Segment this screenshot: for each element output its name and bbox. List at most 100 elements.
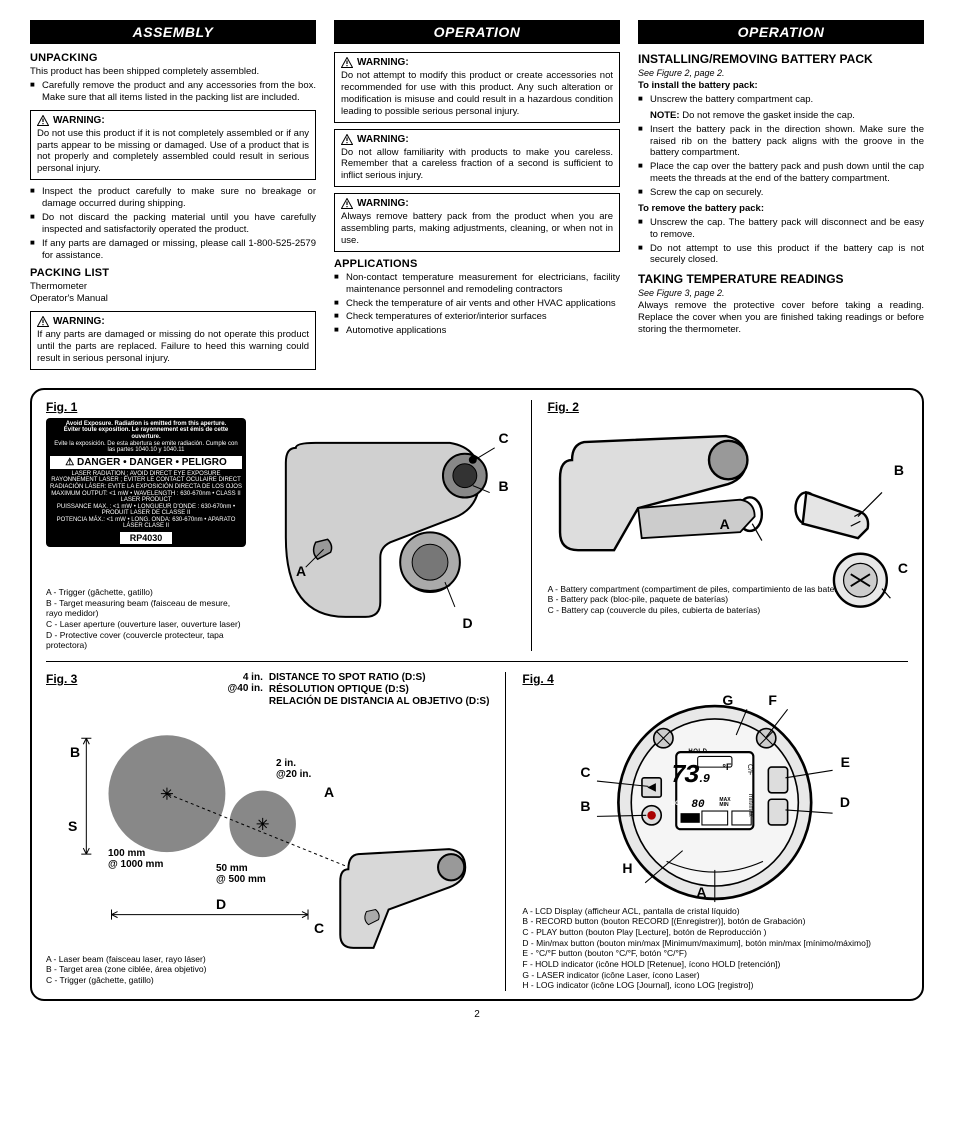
warning-text: Do not use this product if it is not com… — [37, 128, 309, 176]
fig3-label: Fig. 3 — [46, 672, 77, 686]
applications-list: Non-contact temperature measurement for … — [334, 272, 620, 337]
danger-line: Evite la exposición. De esta abertura se… — [50, 441, 242, 454]
btn-cf: C/F — [746, 764, 753, 775]
fig3-diagram — [46, 708, 489, 960]
callout-a: A — [296, 563, 306, 579]
post-warning-list: Inspect the product carefully to make su… — [30, 186, 316, 261]
callout-d: D — [840, 794, 850, 810]
list-item: Insert the battery pack in the direction… — [638, 124, 924, 160]
callout-c: C — [580, 764, 590, 780]
top-columns: ASSEMBLY UNPACKING This product has been… — [30, 20, 924, 376]
warning-icon — [37, 115, 49, 126]
packing-item: Operator's Manual — [30, 293, 316, 305]
warning-label: WARNING: — [357, 198, 409, 209]
list-item: Automotive applications — [334, 325, 620, 337]
col-operation-1: OPERATION WARNING: Do not attempt to mod… — [334, 20, 620, 376]
fig1-label: Fig. 1 — [46, 400, 515, 414]
legend-line: C - Trigger (gâchette, gatillo) — [46, 975, 489, 986]
danger-line: Éviter toute exposition. Le rayonnement … — [50, 427, 242, 440]
taking-heading: TAKING TEMPERATURE READINGS — [638, 272, 924, 286]
fig4-label: Fig. 4 — [522, 672, 908, 686]
legend-line: G - LASER indicator (icône Laser, ícono … — [522, 970, 908, 981]
warning-label: WARNING: — [53, 115, 105, 126]
install-heading: INSTALLING/REMOVING BATTERY PACK — [638, 52, 924, 66]
warning-label: WARNING: — [53, 316, 105, 327]
warning-text: Always remove battery pack from the prod… — [341, 211, 613, 247]
list-item: Do not discard the packing material unti… — [30, 212, 316, 236]
fig-divider — [531, 400, 532, 651]
operation-header-2: OPERATION — [638, 20, 924, 44]
legend-line: B - Target area (zone ciblée, área objet… — [46, 964, 489, 975]
warning-icon — [37, 316, 49, 327]
list-item: Unscrew the battery compartment cap. — [638, 94, 924, 106]
fig1-legend: A - Trigger (gâchette, gatillo) B - Targ… — [46, 587, 246, 651]
ratio-line: RÉSOLUTION OPTIQUE (D:S) — [269, 684, 490, 696]
legend-line: D - Protective cover (couvercle protecte… — [46, 630, 246, 651]
callout-e: E — [841, 754, 850, 770]
legend-line: D - Min/max button (bouton min/max [Mini… — [522, 938, 908, 949]
warning-text: Do not allow familiarity with products t… — [341, 147, 613, 183]
legend-line: C - PLAY button (bouton Play [Lecture], … — [522, 927, 908, 938]
list-item: Check the temperature of air vents and o… — [334, 298, 620, 310]
list-item: Place the cap over the battery pack and … — [638, 161, 924, 185]
danger-body: MAXIMUM OUTPUT: <1 mW • WAVELENGTH : 630… — [50, 491, 242, 504]
install-note: NOTE: Do not remove the gasket inside th… — [650, 110, 924, 122]
packing-list-heading: PACKING LIST — [30, 267, 316, 279]
unpacking-item: Carefully remove the product and any acc… — [30, 80, 316, 104]
warning-box-2: WARNING: If any parts are damaged or mis… — [30, 311, 316, 370]
callout-g: G — [722, 692, 733, 708]
lcd-hold: HOLD — [688, 749, 707, 755]
packing-item: Thermometer — [30, 281, 316, 293]
danger-body: PUISSANCE MAX. : <1 mW • LONGUEUR D'ONDE… — [50, 504, 242, 517]
callout-c: C — [314, 920, 324, 936]
warning-label: WARNING: — [357, 134, 409, 145]
model-badge: RP4030 — [120, 532, 173, 544]
lcd-temp-int: 73 — [670, 760, 697, 790]
note-label: NOTE: — [650, 110, 680, 121]
assembly-header: ASSEMBLY — [30, 20, 316, 44]
fig1-cell: Fig. 1 Avoid Exposure. Radiation is emit… — [46, 400, 515, 651]
callout-b: B — [580, 798, 590, 814]
list-item: Non-contact temperature measurement for … — [334, 272, 620, 296]
callout-f: F — [768, 692, 777, 708]
fig-row-1: Fig. 1 Avoid Exposure. Radiation is emit… — [46, 400, 908, 651]
operation-header-1: OPERATION — [334, 20, 620, 44]
figures-panel: Fig. 1 Avoid Exposure. Radiation is emit… — [30, 388, 924, 1001]
fig1-diagram — [256, 418, 515, 637]
warning-title: WARNING: — [341, 198, 613, 209]
lcd-temp-dec: .9 — [698, 772, 708, 786]
btn-minmax: min/max — [747, 794, 753, 817]
spot-label: 100 mm — [108, 848, 163, 859]
list-item: Inspect the product carefully to make su… — [30, 186, 316, 210]
lcd-unit: °F — [722, 762, 731, 772]
callout-b: B — [70, 744, 80, 760]
legend-line: F - HOLD indicator (icône HOLD [Retenue]… — [522, 959, 908, 970]
spot-label: @ 500 mm — [216, 874, 266, 885]
danger-label: Avoid Exposure. Radiation is emitted fro… — [46, 418, 246, 547]
warning-title: WARNING: — [341, 134, 613, 145]
warning-text: If any parts are damaged or missing do n… — [37, 329, 309, 365]
remove-list: Unscrew the cap. The battery pack will d… — [638, 217, 924, 267]
callout-a: A — [324, 784, 334, 800]
list-item: Do not attempt to use this product if th… — [638, 243, 924, 267]
warning-box-5: WARNING: Always remove battery pack from… — [334, 193, 620, 252]
ratio-line: RELACIÓN DE DISTANCIA AL OBJETIVO (D:S) — [269, 696, 490, 708]
danger-band: ⚠ DANGER • DANGER • PELIGRO — [50, 456, 242, 469]
lcd-min: MIN — [719, 803, 730, 808]
callout-b: B — [894, 462, 904, 478]
col-assembly: ASSEMBLY UNPACKING This product has been… — [30, 20, 316, 376]
install-sub: To install the battery pack: — [638, 80, 924, 92]
fig2-cell: Fig. 2 — [548, 400, 908, 651]
spot-label: @ 1000 mm — [108, 859, 163, 870]
warning-box-3: WARNING: Do not attempt to modify this p… — [334, 52, 620, 123]
list-item: Check temperatures of exterior/interior … — [334, 311, 620, 323]
install-list-2: Insert the battery pack in the direction… — [638, 124, 924, 199]
warning-title: WARNING: — [37, 115, 309, 126]
fig3-cell: Fig. 3 4 in. @40 in. DISTANCE TO SPOT RA… — [46, 672, 489, 991]
list-item: If any parts are damaged or missing, ple… — [30, 238, 316, 262]
danger-body: RAYONNEMENT LASER ; ÉVITER LE CONTACT OC… — [50, 477, 242, 484]
callout-b: B — [498, 478, 508, 494]
lcd-temp: 73.9 — [670, 760, 708, 790]
remove-sub: To remove the battery pack: — [638, 203, 924, 215]
danger-body: RADIACIÓN LÁSER: EVITE LA EXPOSICIÓN DIR… — [50, 484, 242, 491]
